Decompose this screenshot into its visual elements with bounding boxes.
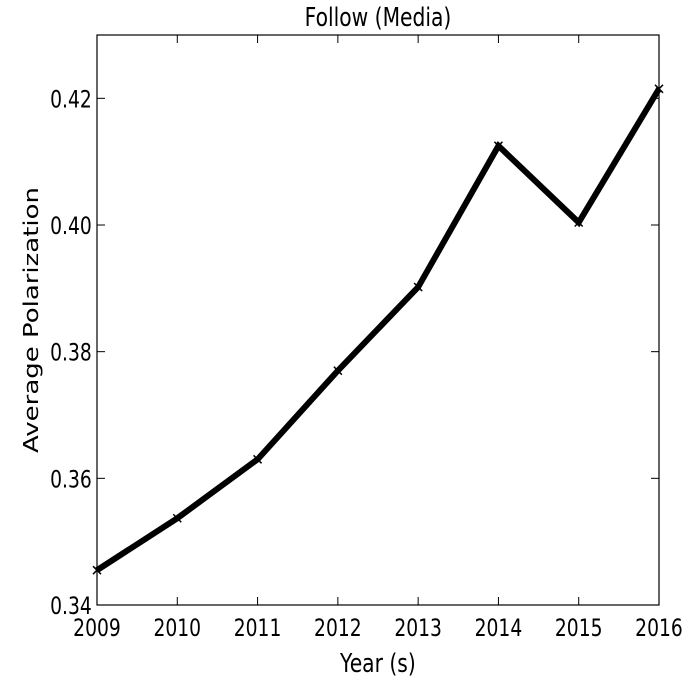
marker-stroke — [333, 366, 343, 376]
series-line — [95, 87, 662, 573]
x-tick-label: 2009 — [73, 615, 121, 643]
y-tick-label: 0.34 — [50, 593, 92, 621]
y-axis-label: Average Polarization — [20, 187, 43, 453]
y-axis-label-group: Average Polarization — [20, 187, 43, 453]
data-point-marker — [413, 282, 423, 292]
y-tick-label: 0.36 — [50, 466, 92, 494]
marker-stroke — [574, 217, 584, 228]
x-tick-label: 2014 — [475, 615, 523, 643]
ticks-layer: 2009 2010 2011 2012 2013 2014 2015 2016 0.34 0.36… — [50, 35, 683, 643]
x-tick-label: 2010 — [153, 615, 201, 643]
marker-stroke — [253, 454, 263, 464]
chart-title: Follow (Media) — [305, 3, 452, 33]
y-tick-label: 0.40 — [50, 213, 92, 241]
y-tick-label: 0.42 — [50, 86, 92, 114]
x-axis-label: Year (s) — [339, 649, 416, 679]
data-point-marker — [493, 141, 503, 151]
plot-frame — [96, 34, 660, 606]
x-tick-label: 2013 — [394, 615, 442, 643]
data-point-marker — [574, 217, 584, 228]
plot-content — [92, 84, 664, 575]
data-point-marker — [253, 454, 263, 464]
x-tick-label: 2011 — [234, 615, 282, 643]
marker-stroke — [493, 141, 503, 151]
x-tick-label: 2015 — [555, 615, 603, 643]
data-point-marker — [172, 513, 182, 523]
marker-stroke — [172, 513, 182, 523]
y-tick-label: 0.38 — [50, 339, 92, 367]
data-point-marker — [333, 366, 343, 376]
marker-stroke — [413, 282, 423, 292]
x-tick-label: 2012 — [314, 615, 362, 643]
x-tick-label: 2016 — [635, 615, 683, 643]
